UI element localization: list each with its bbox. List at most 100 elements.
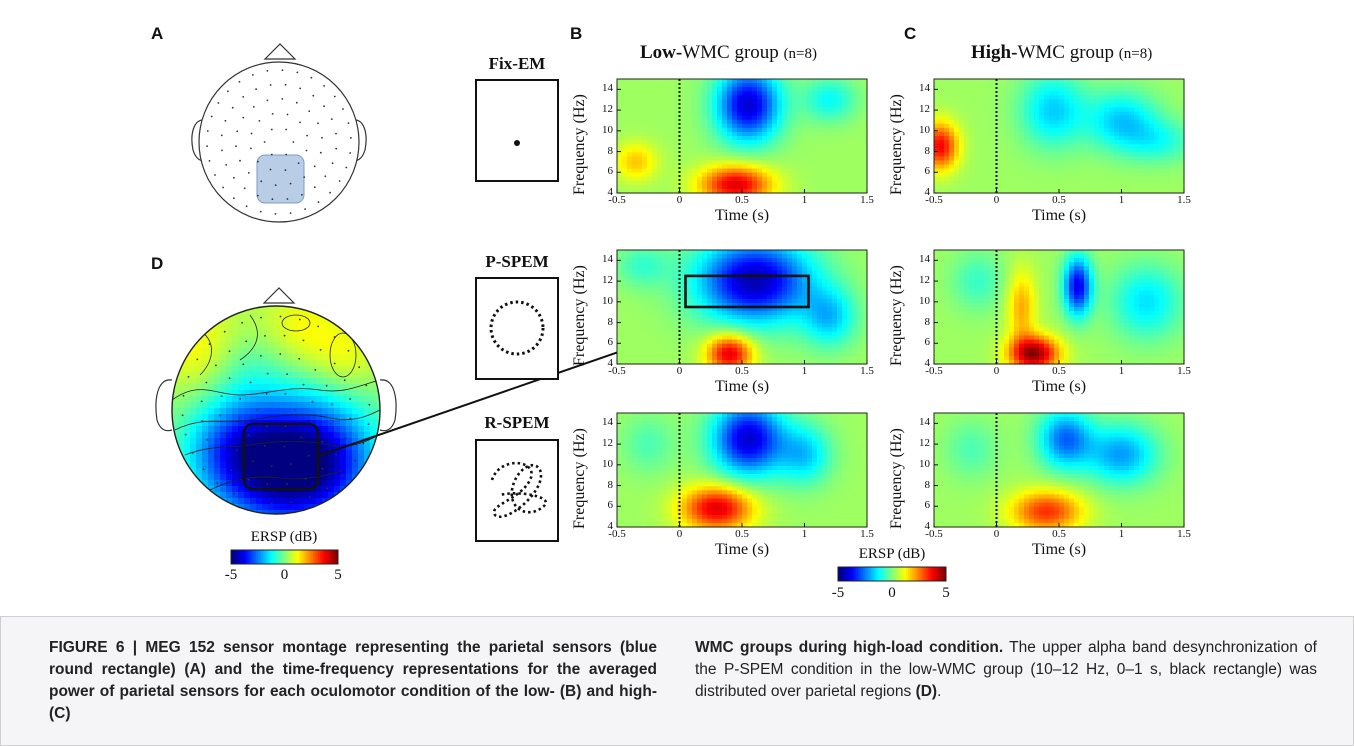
topo-cell xyxy=(262,360,269,367)
topo-cell xyxy=(238,360,245,367)
topo-cell xyxy=(358,492,365,499)
heatmap-cell xyxy=(727,120,733,125)
heatmap-cell xyxy=(647,160,653,165)
heatmap-cell xyxy=(707,95,713,100)
heatmap-cell xyxy=(742,91,748,96)
heatmap-cell xyxy=(717,319,723,324)
heatmap-cell xyxy=(657,112,663,117)
heatmap-cell xyxy=(1059,112,1065,117)
heatmap-cell xyxy=(964,99,970,104)
heatmap-cell xyxy=(747,140,753,145)
heatmap-cell xyxy=(817,148,823,153)
heatmap-cell xyxy=(1074,83,1080,88)
topo-cell xyxy=(328,432,335,439)
heatmap-cell xyxy=(682,185,688,190)
heatmap-cell xyxy=(702,356,708,361)
topo-cell xyxy=(208,438,215,445)
heatmap-cell xyxy=(837,83,843,88)
heatmap-cell xyxy=(647,315,653,320)
heatmap-cell xyxy=(979,87,985,92)
topo-cell xyxy=(310,408,317,415)
heatmap-cell xyxy=(707,270,713,275)
topo-cell xyxy=(268,348,275,355)
heatmap-cell xyxy=(737,144,743,149)
topo-cell xyxy=(232,450,239,457)
heatmap-cell xyxy=(742,254,748,259)
heatmap-cell xyxy=(722,262,728,267)
heatmap-cell xyxy=(989,185,995,190)
heatmap-cell xyxy=(1164,95,1170,100)
heatmap-cell xyxy=(667,116,673,121)
heatmap-cell xyxy=(959,128,965,133)
heatmap-cell xyxy=(1119,140,1125,145)
heatmap-cell xyxy=(1004,152,1010,157)
topo-cell xyxy=(346,474,353,481)
heatmap-cell xyxy=(752,132,758,137)
heatmap-cell xyxy=(1014,108,1020,113)
heatmap-cell xyxy=(949,177,955,182)
heatmap-cell xyxy=(767,87,773,92)
heatmap-cell xyxy=(712,185,718,190)
heatmap-cell xyxy=(837,120,843,125)
heatmap-cell xyxy=(707,148,713,153)
heatmap-cell xyxy=(687,140,693,145)
topo-cell xyxy=(214,468,221,475)
heatmap-cell xyxy=(742,160,748,165)
heatmap-cell xyxy=(707,160,713,165)
heatmap-cell xyxy=(837,136,843,141)
heatmap-cell xyxy=(797,173,803,178)
topo-cell xyxy=(286,354,293,361)
topo-cell xyxy=(292,468,299,475)
heatmap-cell xyxy=(969,124,975,129)
topo-cell xyxy=(280,372,287,379)
heatmap-cell xyxy=(1144,103,1150,108)
topo-cell xyxy=(298,492,305,499)
heatmap-cell xyxy=(782,91,788,96)
heatmap-cell xyxy=(772,169,778,174)
heatmap-cell xyxy=(667,79,673,84)
heatmap-cell xyxy=(762,128,768,133)
heatmap-cell xyxy=(1034,103,1040,108)
heatmap-cell xyxy=(1159,165,1165,170)
heatmap-cell xyxy=(787,128,793,133)
heatmap-cell xyxy=(622,144,628,149)
heatmap-cell xyxy=(657,99,663,104)
topo-cell xyxy=(262,390,269,397)
heatmap-cell xyxy=(1004,156,1010,161)
heatmap-cell xyxy=(1164,144,1170,149)
heatmap-cell xyxy=(1114,103,1120,108)
heatmap-cell xyxy=(622,336,628,341)
heatmap-cell xyxy=(687,250,693,255)
heatmap-cell xyxy=(959,169,965,174)
heatmap-cell xyxy=(1009,148,1015,153)
heatmap-cell xyxy=(627,291,633,296)
topo-cell xyxy=(196,468,203,475)
heatmap-cell xyxy=(802,103,808,108)
heatmap-cell xyxy=(1109,185,1115,190)
heatmap-cell xyxy=(1159,185,1165,190)
heatmap-cell xyxy=(637,279,643,284)
heatmap-cell xyxy=(1019,148,1025,153)
heatmap-cell xyxy=(1064,91,1070,96)
heatmap-cell xyxy=(822,177,828,182)
heatmap-cell xyxy=(934,128,940,133)
heatmap-cell xyxy=(702,352,708,357)
heatmap-cell xyxy=(1019,165,1025,170)
heatmap-cell xyxy=(817,144,823,149)
heatmap-cell xyxy=(1099,148,1105,153)
heatmap-cell xyxy=(989,91,995,96)
sensor-dot xyxy=(282,69,284,71)
heatmap-cell xyxy=(782,140,788,145)
heatmap-cell xyxy=(632,319,638,324)
sensor-dot xyxy=(286,373,288,375)
heatmap-cell xyxy=(1079,95,1085,100)
topo-cell xyxy=(352,330,359,337)
heatmap-cell xyxy=(1064,132,1070,137)
heatmap-cell xyxy=(1079,87,1085,92)
heatmap-cell xyxy=(1124,140,1130,145)
heatmap-cell xyxy=(1104,152,1110,157)
topo-cell xyxy=(190,444,197,451)
heatmap-cell xyxy=(827,103,833,108)
heatmap-cell xyxy=(657,95,663,100)
heatmap-cell xyxy=(1049,99,1055,104)
